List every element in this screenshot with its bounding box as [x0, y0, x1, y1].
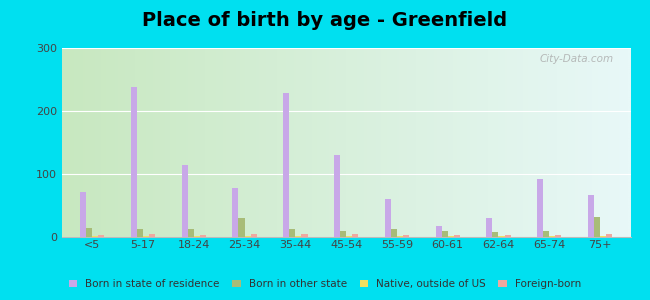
Bar	[143, 236, 149, 237]
Bar	[493, 232, 499, 237]
Bar	[149, 234, 155, 237]
Bar	[302, 235, 307, 237]
Bar	[86, 227, 92, 237]
Text: Place of birth by age - Greenfield: Place of birth by age - Greenfield	[142, 11, 508, 29]
Bar	[92, 236, 98, 237]
Bar	[600, 236, 606, 237]
Bar	[98, 235, 105, 237]
Bar	[137, 230, 143, 237]
Bar	[181, 164, 188, 237]
Bar	[346, 236, 352, 237]
Bar	[454, 235, 460, 237]
Bar	[244, 236, 251, 237]
Bar	[194, 236, 200, 237]
Bar	[594, 217, 600, 237]
Bar	[295, 236, 302, 237]
Text: City-Data.com: City-Data.com	[540, 54, 614, 64]
Bar	[588, 195, 594, 237]
Bar	[352, 235, 358, 237]
Bar	[436, 226, 441, 237]
Bar	[537, 179, 543, 237]
Bar	[233, 188, 239, 237]
Legend: Born in state of residence, Born in other state, Native, outside of US, Foreign-: Born in state of residence, Born in othe…	[64, 275, 586, 293]
Bar	[555, 235, 562, 237]
Bar	[543, 231, 549, 237]
Bar	[504, 235, 511, 237]
Bar	[385, 199, 391, 237]
Bar	[403, 235, 409, 237]
Bar	[391, 230, 397, 237]
Bar	[200, 235, 206, 237]
Bar	[549, 236, 555, 237]
Bar	[80, 192, 86, 237]
Bar	[131, 87, 137, 237]
Bar	[448, 236, 454, 237]
Bar	[441, 231, 448, 237]
Bar	[188, 229, 194, 237]
Bar	[340, 231, 346, 237]
Bar	[251, 235, 257, 237]
Bar	[397, 236, 403, 237]
Bar	[239, 218, 244, 237]
Bar	[606, 235, 612, 237]
Bar	[289, 229, 295, 237]
Bar	[334, 155, 340, 237]
Bar	[283, 93, 289, 237]
Bar	[499, 236, 504, 237]
Bar	[486, 218, 493, 237]
